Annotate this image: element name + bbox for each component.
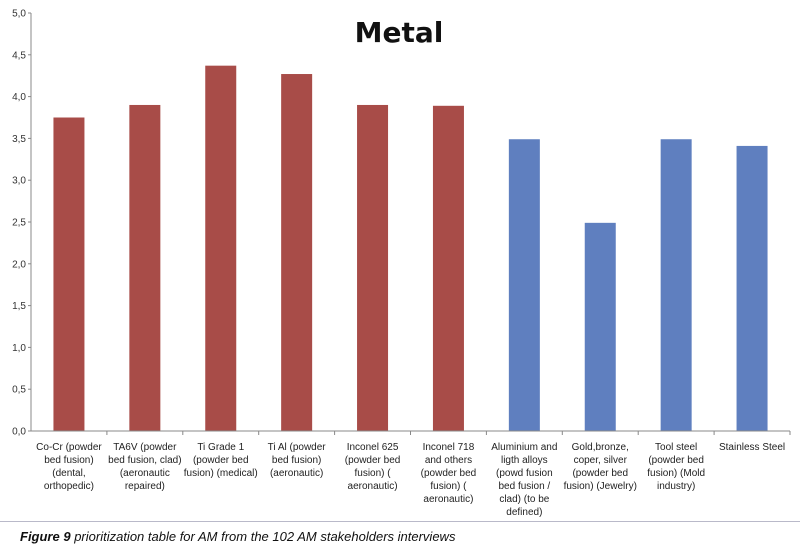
y-tick-label: 1,0 [12,343,26,354]
bar [432,105,464,432]
y-tick-label: 3,5 [12,134,26,145]
bar [281,74,313,431]
x-category-label: Tool steel (powder bed fusion) (Mold indust… [647,442,705,492]
bar [736,145,768,431]
x-category-label: Stainless Steel [719,442,785,453]
bar [53,117,85,431]
x-category-label: Ti Al (powder bed fusion) (aeronautic) [268,442,327,479]
x-category-label: Inconel 718 and others (powder bed fusion) … [421,442,477,505]
bar [129,104,161,432]
y-tick-label: 5,0 [12,9,26,20]
bar-chart: Metal 0,00,51,01,52,02,53,03,54,04,55,0 … [12,9,791,518]
y-tick-label: 2,0 [12,259,26,270]
caption-text: prioritization table for AM from the 102… [70,529,456,544]
x-axis-category-labels: Co-Cr (powder bed fusion) (dental, orthoped… [36,431,791,518]
x-category-label: Co-Cr (powder bed fusion) (dental, orthoped… [36,442,102,492]
y-tick-label: 1,5 [12,301,26,312]
y-tick-label: 0,0 [12,427,26,438]
x-category-label: Inconel 625 (powder bed fusion) (aeronauti… [345,442,401,492]
figure-caption: Figure 9 prioritization table for AM fro… [20,529,455,544]
caption-label: Figure 9 [20,529,71,544]
bar [584,222,616,431]
y-tick-label: 3,0 [12,176,26,187]
bars [53,65,768,432]
y-tick-label: 2,5 [12,218,26,229]
x-category-label: Gold,bronze, coper, silver (powder bed fusi… [564,442,637,492]
y-axis-ticks: 0,0 0,5 1,0 1,5 2,0 2,5 3,0 3,5 4,0 4,5 5,0 [12,9,31,438]
y-tick-label: 0,5 [12,385,26,396]
divider [0,521,800,522]
y-tick-label: 4,0 [12,92,26,103]
bar [357,104,389,432]
x-category-label: Aluminium and ligth alloys (powd fusion bed… [491,442,557,518]
x-category-label: TA6V (powder bed fusion, clad) (aeronautic… [108,442,181,492]
bar [660,139,692,431]
chart-title: Metal [355,16,444,49]
y-tick-label: 4,5 [12,50,26,61]
bar [205,65,237,431]
x-category-label: Ti Grade 1 (powder bed fusion) (medical) [184,442,258,479]
bar [508,139,540,431]
